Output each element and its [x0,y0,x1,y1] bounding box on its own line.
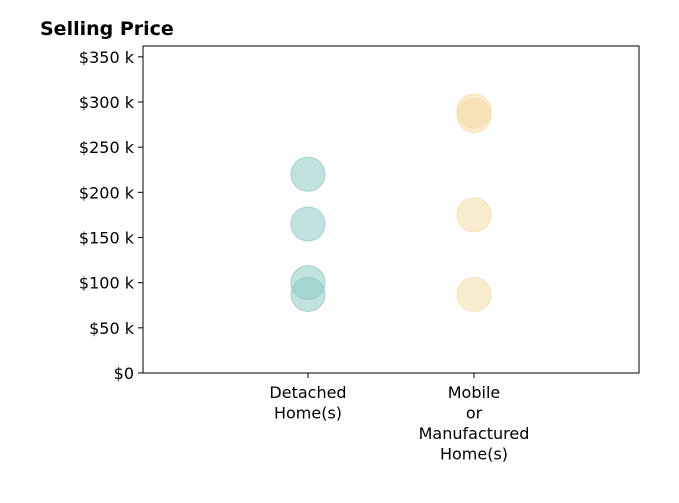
plot-frame [142,45,640,374]
chart-title: Selling Price [40,18,174,40]
scatter-point [456,197,492,233]
scatter-point [290,156,326,192]
plot-points [290,93,492,312]
scatter-point [290,206,326,242]
y-tick-label: $250 k [79,138,135,157]
y-tick-label: $300 k [79,93,135,112]
scatter-point [456,276,492,312]
y-tick-label: $100 k [79,274,135,293]
y-axis: $0 $50 k $100 k $150 k $200 k $250 k $300 k $35… [79,48,143,383]
scatter-point [290,276,326,312]
x-category-label-line: Mobile [448,383,500,402]
y-tick-label: $50 k [89,319,135,338]
x-category-label-line: Manufactured [419,424,530,443]
x-category-label-line: Detached [269,383,346,402]
y-tick-label: $150 k [79,229,135,248]
y-tick-label: $0 [114,364,134,383]
scatter-point [456,98,492,134]
x-category-label: Mobile or Manufactured Home(s) [419,383,530,464]
x-category-label-line: or [466,404,483,423]
y-tick-label: $200 k [79,183,135,202]
x-category-label: Detached Home(s) [269,383,346,423]
y-tick-label: $350 k [79,48,135,67]
x-category-label-line: Home(s) [440,445,508,464]
x-category-label-line: Home(s) [274,404,342,423]
x-axis: Detached Home(s) Mobile or Manufactured Home(… [269,373,529,464]
